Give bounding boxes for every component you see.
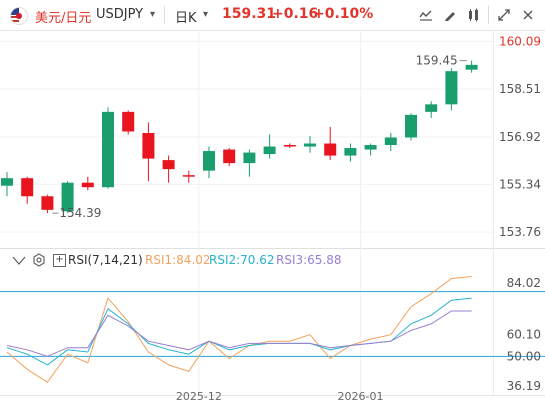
period-dropdown-icon[interactable]: ▾ [203, 9, 209, 20]
candle [445, 68, 458, 111]
price-change-percent: +0.10% [313, 6, 374, 22]
rsi-title[interactable]: RSI(7,14,21) [68, 253, 143, 267]
candle-body [1, 178, 13, 186]
rsi-line-rsi2 [6, 297, 472, 366]
rsi-legend: + RSI(7,14,21) RSI1:84.02 RSI2:70.62 RSI… [0, 250, 545, 272]
candle [304, 135, 316, 153]
rsi-tick-label: 60.10 [507, 328, 541, 342]
candle [344, 143, 357, 162]
rsi2-value: RSI2:70.62 [209, 253, 275, 267]
candle-body [263, 146, 276, 155]
candle-body [162, 160, 175, 170]
candle-body [344, 148, 357, 156]
candle [203, 146, 215, 179]
candle [61, 181, 74, 213]
price-change: +0.16 [272, 6, 319, 22]
rsi-line-rsi1 [6, 276, 472, 383]
divider [164, 6, 165, 24]
candle [425, 101, 438, 118]
divider [488, 6, 489, 24]
price-tick-label: 160.09 [499, 34, 541, 48]
candle [41, 194, 54, 214]
usd-jpy-flag-icon [10, 7, 28, 25]
rsi-tick-label: 50.00 [507, 349, 541, 363]
candle [405, 113, 417, 141]
candle [21, 176, 34, 204]
candle [364, 143, 377, 156]
rsi3-value: RSI3:65.88 [276, 253, 342, 267]
candle [102, 107, 114, 189]
candle-body [465, 64, 478, 70]
candle [263, 134, 276, 159]
candle-body [243, 152, 256, 164]
candle-body [324, 143, 337, 156]
candle-body [223, 149, 236, 164]
price-tick-label: 158.51 [499, 82, 541, 96]
candle-body [425, 104, 438, 112]
candle [1, 172, 13, 197]
candle [122, 110, 135, 135]
candle [81, 176, 94, 191]
candle-body [283, 145, 296, 147]
candle-body [61, 182, 74, 212]
symbol-code[interactable]: USDJPY [96, 7, 144, 22]
candle-body [405, 114, 417, 138]
visibility-toggle-icon[interactable] [12, 254, 26, 266]
quote-header: 美元/日元 USDJPY ▾ 日K ▾ 159.31 +0.16 +0.10% [0, 0, 545, 30]
candle-body [304, 143, 316, 147]
rsi-series [0, 276, 545, 383]
candle-body [142, 132, 155, 159]
axis-labels: 2025-12 2026-01 160.09 158.51 156.92 155.34 15… [59, 34, 541, 403]
rsi-line-rsi3 [6, 310, 472, 357]
collapse-indicator-icon[interactable]: + [53, 254, 66, 267]
candle-body [445, 71, 458, 105]
rsi1-value: RSI1:84.02 [145, 253, 211, 267]
candle-body [122, 111, 135, 132]
candle [465, 60, 478, 73]
period-selector[interactable]: 日K [175, 11, 197, 26]
rsi-tick-label: 36.19 [507, 379, 541, 393]
candle-body [21, 178, 34, 197]
candle-body [102, 111, 114, 188]
candle-body [203, 151, 215, 171]
candle [223, 148, 236, 167]
low-annotation: 154.39 [59, 206, 101, 220]
symbol-dropdown-icon[interactable]: ▾ [150, 9, 156, 20]
candle-body [41, 196, 54, 210]
price-tick-label: 155.34 [499, 178, 541, 192]
high-annotation: 159.45 [416, 54, 458, 68]
candle-body [182, 175, 195, 177]
candle [324, 126, 337, 161]
candle [182, 170, 195, 183]
draw-pencil-icon[interactable] [440, 5, 460, 25]
candle-body [384, 137, 397, 146]
candle-body [81, 182, 94, 188]
candlestick-series [1, 60, 478, 214]
close-icon[interactable] [518, 5, 538, 25]
candle [384, 132, 397, 152]
candle [162, 155, 175, 183]
indicator-icon[interactable] [464, 5, 484, 25]
chart-style-icon[interactable] [416, 5, 436, 25]
rsi-tick-label: 84.02 [507, 276, 541, 290]
expand-icon[interactable] [494, 5, 514, 25]
pair-name[interactable]: 美元/日元 [35, 11, 92, 26]
price-tick-label: 153.76 [499, 225, 541, 239]
settings-gear-icon[interactable] [32, 253, 46, 267]
x-tick-label: 2026-01 [338, 390, 384, 403]
candle-body [364, 145, 377, 150]
price-tick-label: 156.92 [499, 130, 541, 144]
candle [243, 149, 256, 177]
x-tick-label: 2025-12 [176, 390, 222, 403]
last-price: 159.31 [222, 6, 277, 22]
grid-layer [0, 30, 545, 396]
candle [283, 143, 296, 149]
candle [142, 122, 155, 182]
